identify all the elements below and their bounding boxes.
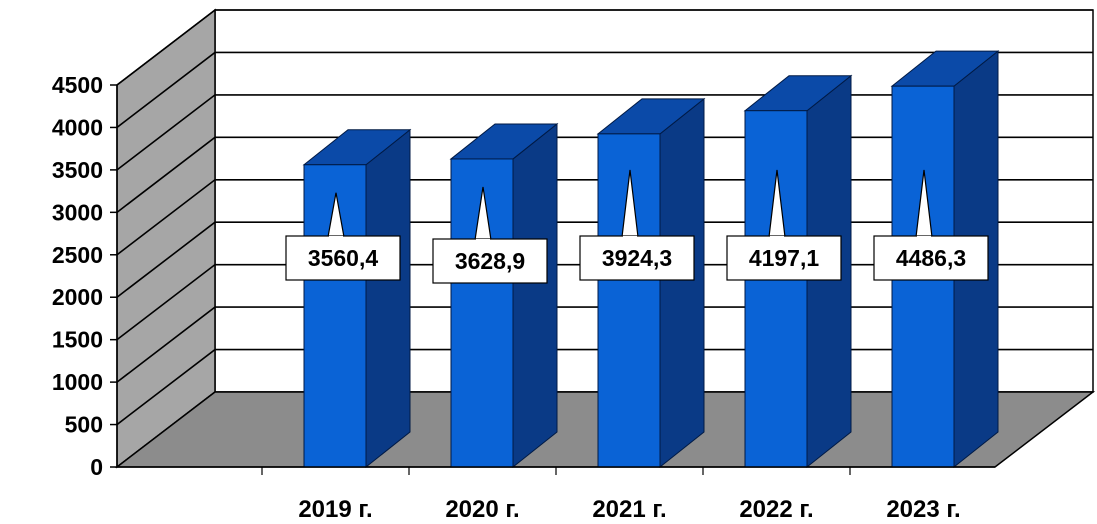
callout-box [579,235,695,281]
data-label-text: 4197,1 [749,245,820,271]
callout-box [873,235,989,281]
bar [302,128,412,469]
callout-box [432,238,548,284]
data-label: 3924,3 [579,169,695,281]
x-tick-label: 2020 г. [445,496,519,523]
y-axis-tick-labels: 0 500 1000 1500 2000 2500 3000 3500 4000 4500 [52,72,118,480]
data-label-text: 3560,4 [308,245,379,271]
y-tick-label: 3500 [52,157,103,183]
y-tick-label: 4000 [52,114,103,140]
y-tick-label: 500 [65,412,103,438]
bar-side [512,122,558,469]
x-tick-label: 2019 г. [298,496,372,523]
y-tick-label: 1500 [52,327,103,353]
bar-side [365,128,411,469]
data-label: 3628,9 [432,186,548,284]
data-label: 4197,1 [726,169,842,281]
callout-box [726,235,842,281]
x-axis-tick-labels: 2019 г. 2020 г. 2021 г. 2022 г. 2023 г. [117,466,995,523]
y-tick-label: 4500 [52,72,103,98]
y-tick-label: 3000 [52,199,103,225]
data-label-text: 3628,9 [455,248,525,274]
bar [596,97,706,469]
left-wall [116,8,216,469]
data-labels: 3560,4 3628,9 3924,3 4197,1 4486,3 [285,169,989,284]
data-label: 4486,3 [873,169,989,281]
gridline [116,9,1093,86]
x-tick-label: 2021 г. [592,496,666,523]
x-tick-label: 2022 г. [739,496,813,523]
callout-box [285,235,401,281]
y-tick-label: 0 [90,454,103,480]
data-label: 3560,4 [285,192,401,281]
y-tick-label: 2000 [52,284,103,310]
data-label-text: 3924,3 [602,245,672,271]
x-tick-label: 2023 г. [886,496,960,523]
y-tick-label: 1000 [52,369,103,395]
bar [449,122,559,469]
y-tick-label: 2500 [52,242,103,268]
data-label-text: 4486,3 [896,245,966,271]
bar-front [744,110,808,468]
gridline [116,51,1093,129]
bar-side [659,97,705,469]
